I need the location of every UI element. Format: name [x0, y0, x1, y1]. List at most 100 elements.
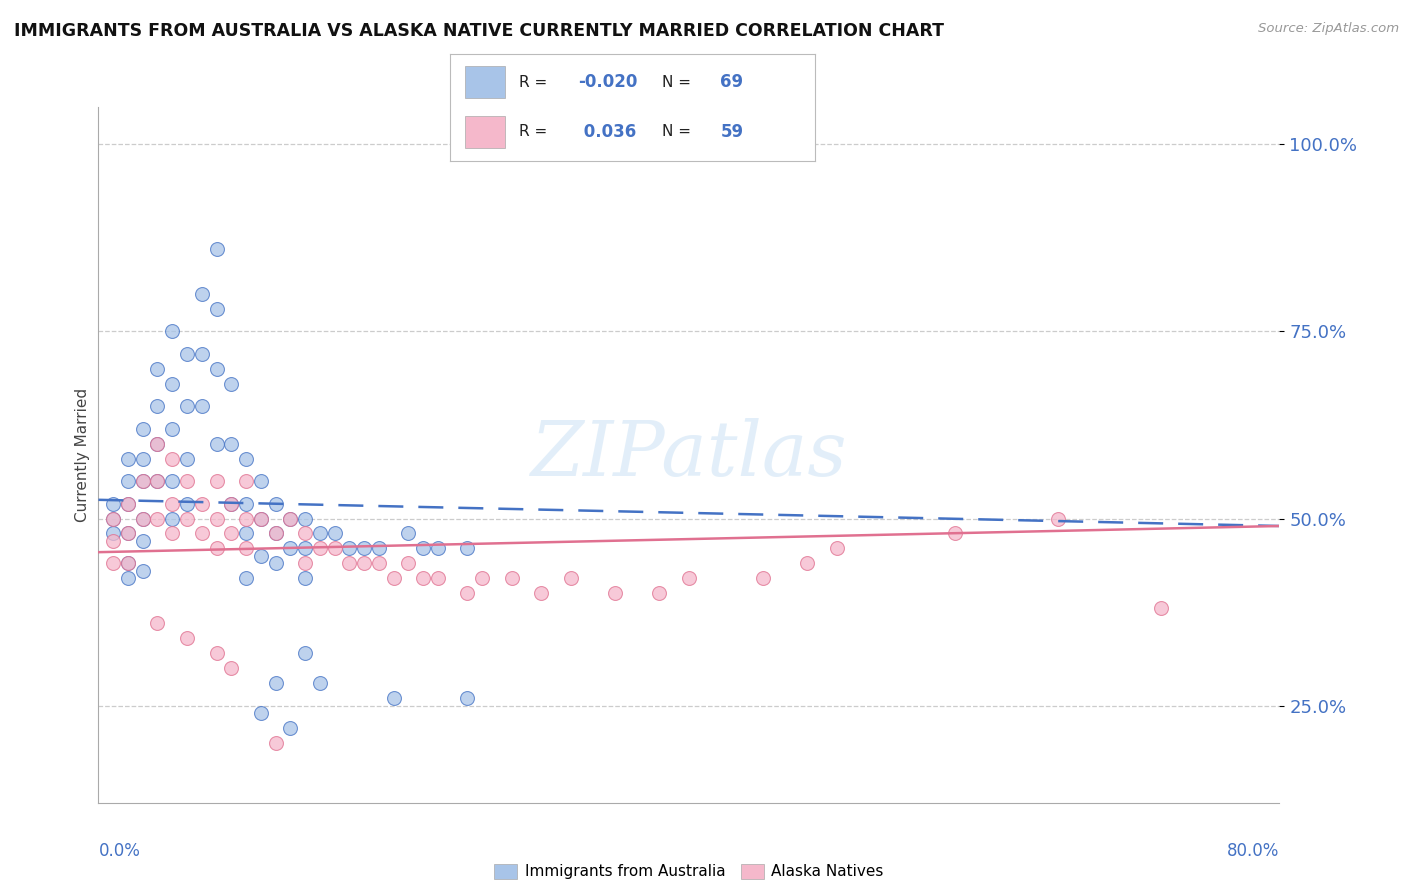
Point — [176, 497, 198, 511]
Text: 69: 69 — [720, 73, 744, 91]
Point — [264, 497, 287, 511]
Text: 0.0%: 0.0% — [98, 842, 141, 860]
Point — [103, 533, 125, 548]
Point — [337, 541, 360, 556]
Point — [132, 564, 155, 578]
Point — [146, 436, 169, 450]
Point — [278, 511, 302, 525]
Point — [132, 422, 155, 436]
Point — [278, 541, 302, 556]
Point — [796, 557, 818, 571]
Point — [412, 541, 434, 556]
Point — [250, 474, 273, 488]
Point — [132, 511, 155, 525]
Point — [396, 526, 419, 541]
Y-axis label: Currently Married: Currently Married — [75, 388, 90, 522]
Point — [146, 616, 169, 631]
Point — [382, 691, 405, 706]
Text: Source: ZipAtlas.com: Source: ZipAtlas.com — [1258, 22, 1399, 36]
Point — [456, 691, 478, 706]
Point — [219, 526, 242, 541]
Point — [205, 301, 228, 316]
Point — [117, 497, 139, 511]
Point — [176, 347, 198, 361]
Point — [117, 474, 139, 488]
Point — [146, 362, 169, 376]
Text: 59: 59 — [720, 123, 744, 141]
Point — [353, 557, 375, 571]
Point — [162, 376, 183, 391]
Point — [278, 721, 302, 735]
Point — [176, 451, 198, 466]
Point — [323, 541, 346, 556]
Point — [162, 511, 183, 525]
Point — [219, 661, 242, 675]
Point — [264, 557, 287, 571]
Point — [132, 511, 155, 525]
Point — [264, 676, 287, 690]
Point — [162, 526, 183, 541]
Point — [427, 541, 450, 556]
Text: ZIPatlas: ZIPatlas — [530, 418, 848, 491]
Point — [103, 497, 125, 511]
Point — [132, 533, 155, 548]
Point — [117, 451, 139, 466]
Point — [117, 497, 139, 511]
Point — [501, 571, 523, 585]
Text: 0.036: 0.036 — [578, 123, 636, 141]
Point — [205, 474, 228, 488]
Point — [309, 526, 332, 541]
Point — [162, 422, 183, 436]
Point — [530, 586, 553, 600]
Text: 80.0%: 80.0% — [1227, 842, 1279, 860]
Text: R =: R = — [519, 124, 553, 139]
Point — [205, 362, 228, 376]
Point — [294, 541, 316, 556]
Point — [162, 474, 183, 488]
Point — [294, 557, 316, 571]
Text: R =: R = — [519, 75, 553, 90]
Point — [176, 399, 198, 413]
Point — [235, 511, 257, 525]
Point — [117, 526, 139, 541]
Point — [132, 451, 155, 466]
Point — [219, 376, 242, 391]
Point — [191, 347, 214, 361]
Point — [132, 474, 155, 488]
Point — [605, 586, 627, 600]
Point — [368, 557, 391, 571]
Point — [309, 676, 332, 690]
Point — [560, 571, 582, 585]
Point — [294, 511, 316, 525]
Point — [235, 474, 257, 488]
Point — [146, 474, 169, 488]
Point — [1150, 601, 1173, 615]
Point — [103, 511, 125, 525]
Legend: Immigrants from Australia, Alaska Natives: Immigrants from Australia, Alaska Native… — [488, 857, 890, 886]
FancyBboxPatch shape — [464, 116, 505, 148]
Point — [117, 557, 139, 571]
Point — [250, 511, 273, 525]
Point — [235, 526, 257, 541]
Point — [146, 474, 169, 488]
Point — [250, 706, 273, 720]
Point — [205, 511, 228, 525]
Point — [103, 557, 125, 571]
Point — [648, 586, 671, 600]
Point — [264, 736, 287, 750]
Text: N =: N = — [662, 75, 696, 90]
Point — [382, 571, 405, 585]
Point — [219, 497, 242, 511]
Point — [456, 586, 478, 600]
Point — [176, 631, 198, 645]
Point — [117, 526, 139, 541]
Point — [219, 497, 242, 511]
Point — [235, 571, 257, 585]
Point — [471, 571, 494, 585]
Point — [294, 646, 316, 660]
Text: -0.020: -0.020 — [578, 73, 637, 91]
Point — [103, 526, 125, 541]
Point — [751, 571, 773, 585]
Point — [396, 557, 419, 571]
Point — [191, 287, 214, 301]
